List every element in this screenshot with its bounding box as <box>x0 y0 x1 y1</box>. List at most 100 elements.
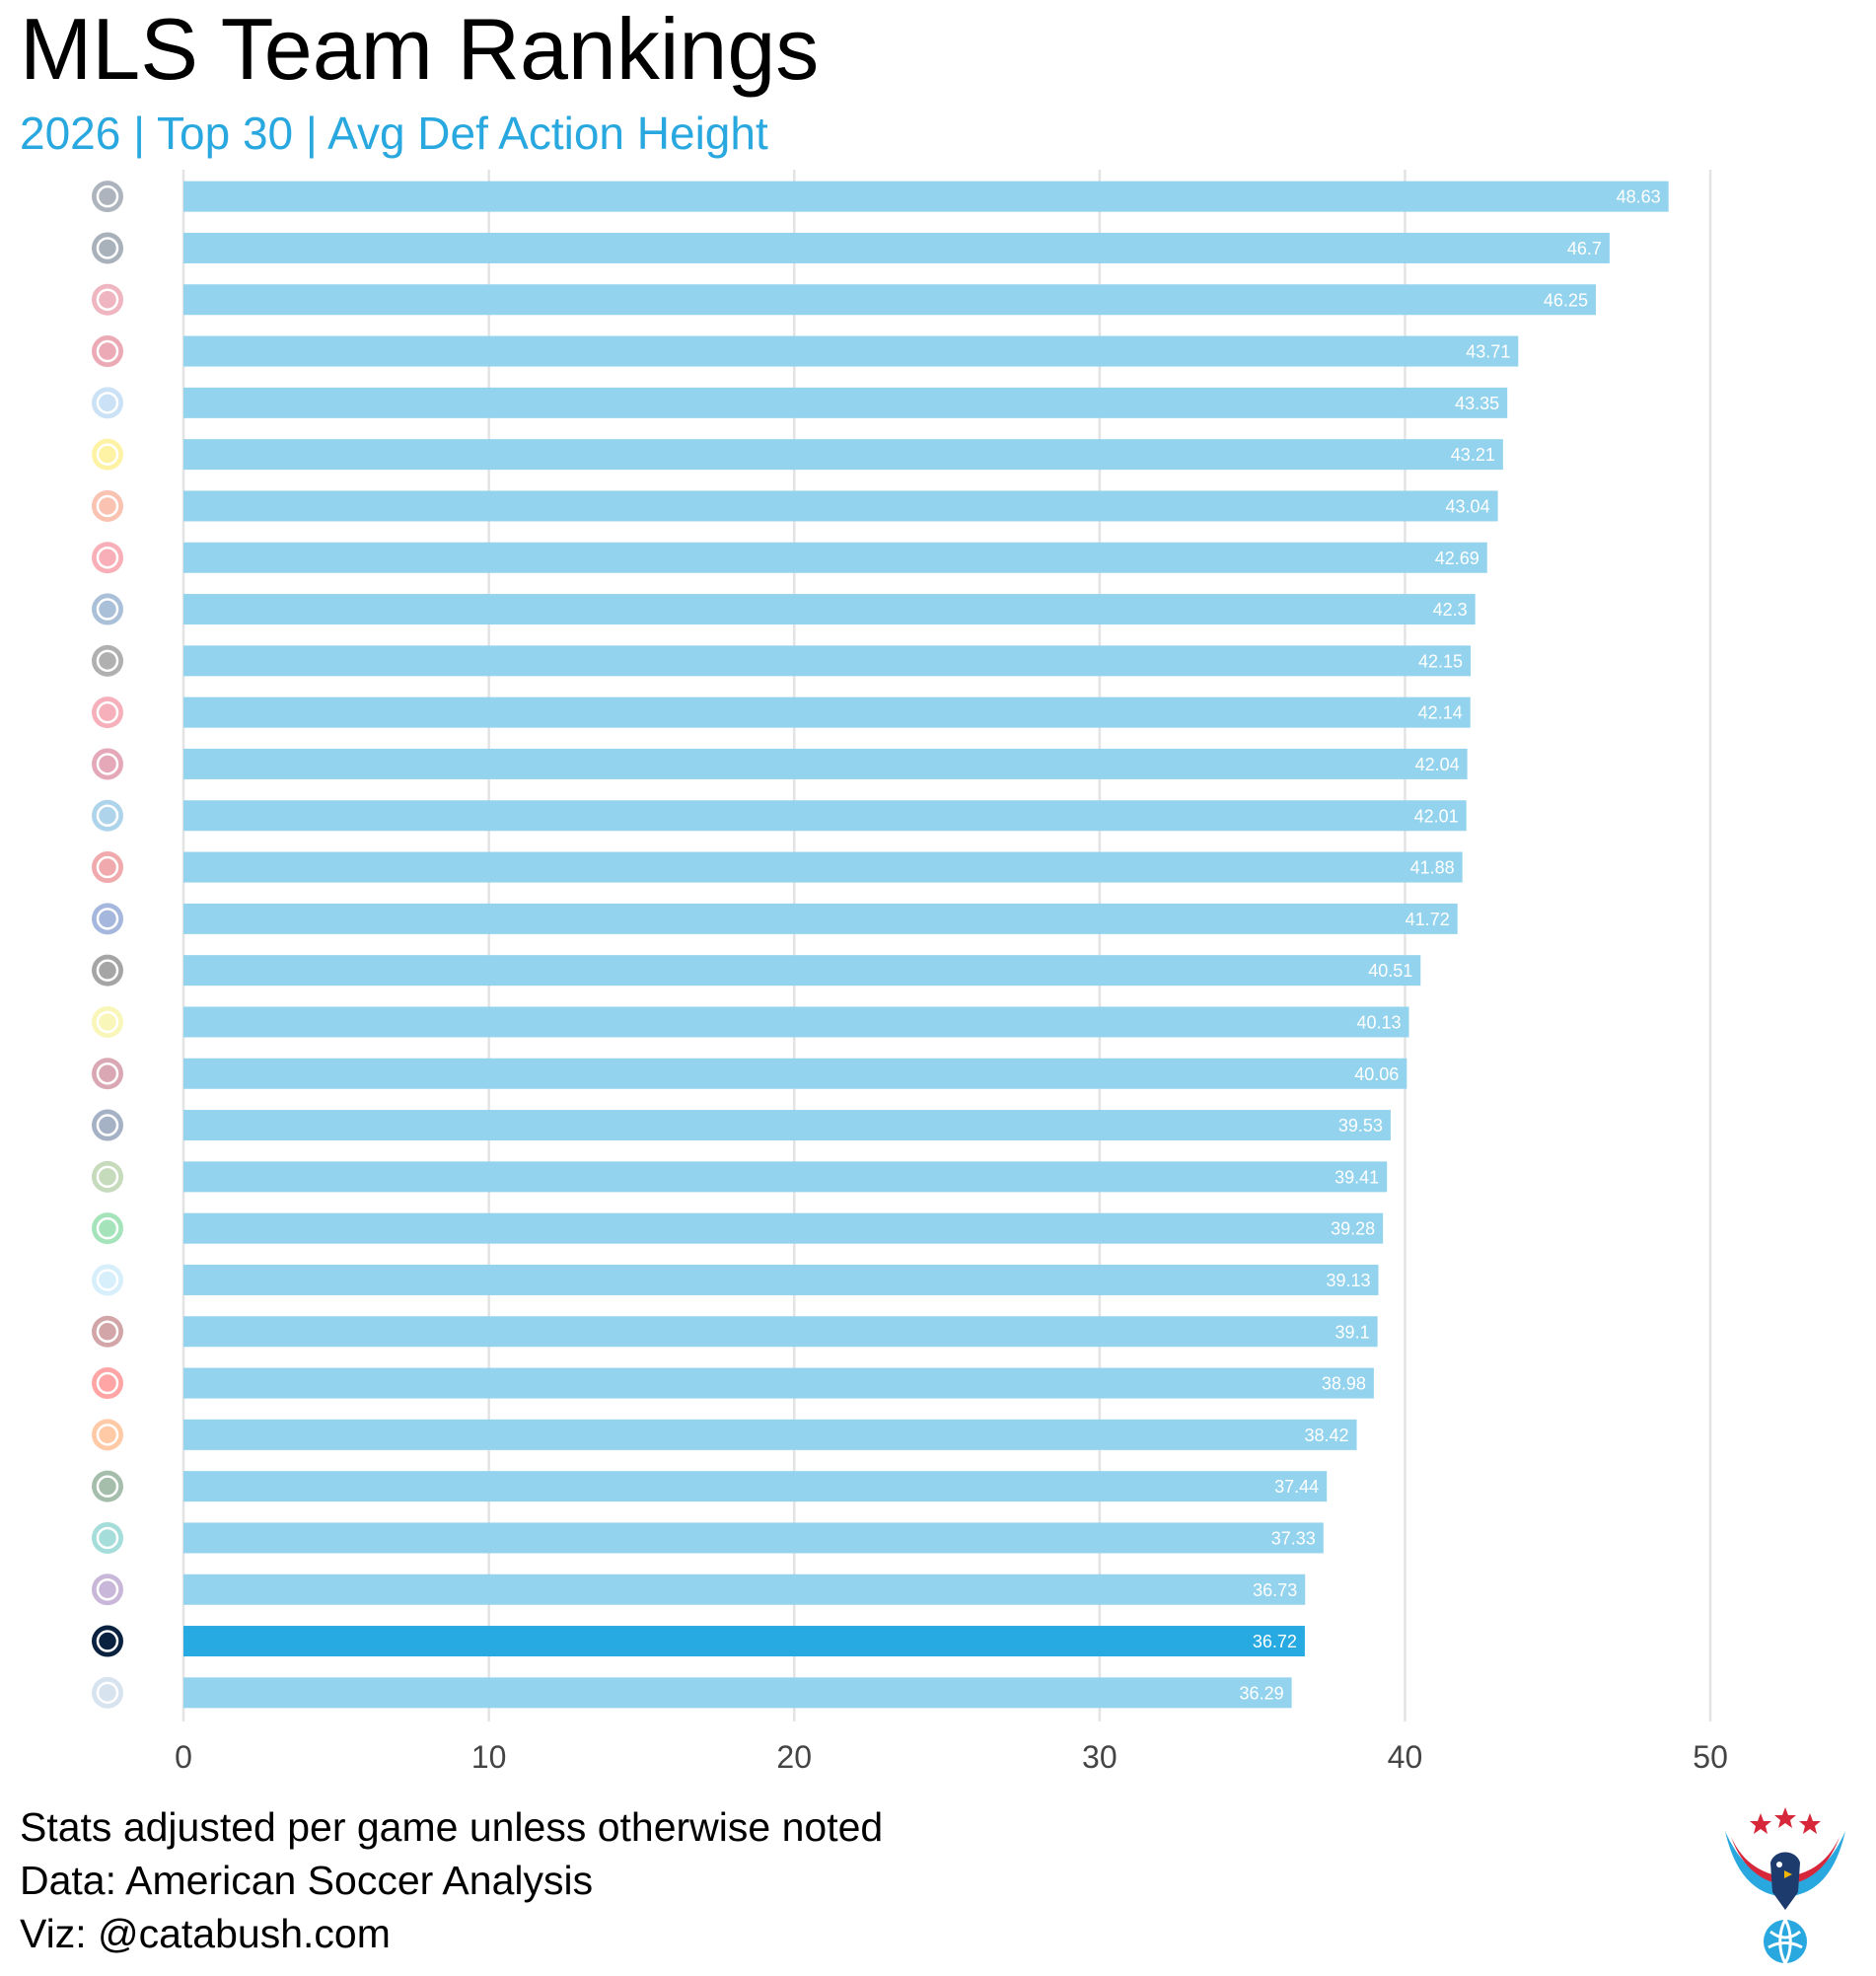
bar-value-label: 42.15 <box>1418 651 1463 671</box>
chicago-fire-logo <box>92 1367 123 1400</box>
ny-red-bulls-logo <box>92 542 123 574</box>
page-subtitle: 2026 | Top 30 | Avg Def Action Height <box>20 108 768 159</box>
bar-value-label: 48.63 <box>1617 187 1661 207</box>
portland-timbers-logo <box>92 1470 123 1502</box>
bar <box>183 1161 1388 1193</box>
bar <box>183 387 1508 418</box>
bar <box>183 490 1498 522</box>
logo-stars <box>1750 1807 1821 1834</box>
orlando-city-logo <box>92 1573 123 1606</box>
bar-value-label: 42.3 <box>1433 600 1468 620</box>
vancouver-whitecaps-logo <box>92 232 123 264</box>
austin-fc-logo <box>92 1212 123 1245</box>
columbus-crew-logo <box>92 438 123 471</box>
eagle-soccer-logo <box>1725 1807 1845 1964</box>
logo-soccer-ball-icon <box>1764 1919 1807 1964</box>
x-tick-label: 20 <box>776 1739 812 1775</box>
houston-dynamo-logo <box>92 1419 123 1451</box>
bar <box>183 645 1472 677</box>
bar <box>183 594 1476 625</box>
bar <box>183 1677 1292 1709</box>
bar <box>183 1110 1391 1141</box>
bar-value-label: 41.88 <box>1410 858 1455 878</box>
bar <box>183 284 1596 316</box>
bar <box>183 1573 1306 1605</box>
bar <box>183 800 1467 832</box>
bar <box>183 1264 1379 1295</box>
toronto-fc-logo <box>92 335 123 368</box>
bar <box>183 1212 1384 1244</box>
bar-value-label: 40.51 <box>1368 961 1412 981</box>
colorado-rapids-logo <box>92 1058 123 1090</box>
real-salt-lake-logo <box>92 748 123 780</box>
philadelphia-union-logo <box>92 181 123 213</box>
sporting-kc-logo <box>92 1676 123 1709</box>
nycfc-logo <box>92 387 123 419</box>
bar <box>183 1522 1324 1554</box>
bar <box>183 542 1487 573</box>
bar-value-label: 43.71 <box>1466 342 1510 362</box>
bar-value-label: 39.1 <box>1335 1322 1370 1342</box>
new-england-revolution-logo <box>92 1625 123 1657</box>
bar-value-label: 39.13 <box>1326 1271 1370 1290</box>
bar-value-label: 37.33 <box>1271 1528 1316 1548</box>
bar <box>183 335 1519 367</box>
bar-value-label: 38.42 <box>1304 1426 1348 1445</box>
bar-value-label: 39.41 <box>1335 1167 1379 1187</box>
bar-value-label: 41.72 <box>1406 910 1450 929</box>
bar-value-label: 39.28 <box>1331 1219 1375 1239</box>
bar <box>183 181 1669 212</box>
bar <box>183 1006 1409 1038</box>
bar-value-label: 42.69 <box>1435 549 1479 568</box>
bar-value-label: 43.35 <box>1455 394 1499 413</box>
bar <box>183 748 1468 779</box>
x-tick-label: 40 <box>1388 1739 1423 1775</box>
bar <box>183 439 1503 471</box>
fc-dallas-logo <box>92 696 123 729</box>
bar-chart: 0 10 20 30 40 50 48.63 46.7 46.25 43.71 43.35 43.21… <box>92 170 1728 1775</box>
x-tick-label: 0 <box>175 1739 192 1775</box>
cf-montreal-logo <box>92 903 123 935</box>
inter-miami-logo <box>92 644 123 677</box>
bar-value-label: 46.7 <box>1567 239 1602 258</box>
bar <box>183 1419 1357 1450</box>
bar-value-label: 40.13 <box>1356 1012 1401 1032</box>
caption-line-stats: Stats adjusted per game unless otherwise… <box>20 1804 884 1850</box>
bar-value-label: 36.29 <box>1240 1683 1284 1703</box>
bar-value-label: 37.44 <box>1274 1477 1319 1497</box>
st-louis-city-logo <box>92 283 123 316</box>
bar <box>183 955 1421 987</box>
bar-value-label: 43.04 <box>1446 496 1490 516</box>
la-galaxy-logo <box>92 1109 123 1141</box>
bar <box>183 232 1610 263</box>
bar-value-label: 42.01 <box>1414 806 1459 826</box>
page-title: MLS Team Rankings <box>20 0 820 98</box>
charlotte-fc-logo <box>92 799 123 832</box>
minnesota-united-logo <box>92 1264 123 1296</box>
caption-line-data-source: Data: American Soccer Analysis <box>20 1858 594 1903</box>
lafc-logo <box>92 954 123 987</box>
bar-value-label: 36.73 <box>1253 1580 1297 1600</box>
bar-value-label: 42.14 <box>1418 703 1463 723</box>
bar-value-label: 40.06 <box>1354 1064 1399 1084</box>
bar <box>183 1367 1374 1399</box>
atlanta-united-logo <box>92 1315 123 1348</box>
dc-united-logo <box>92 851 123 884</box>
footer-caption: Stats adjusted per game unless otherwise… <box>20 1800 883 1960</box>
bar <box>183 696 1471 728</box>
bar <box>183 1626 1305 1657</box>
bar-value-label: 38.98 <box>1322 1374 1366 1394</box>
nashville-sc-logo <box>92 1005 123 1038</box>
x-tick-label: 10 <box>471 1739 507 1775</box>
san-diego-fc-logo <box>92 1521 123 1554</box>
bar <box>183 903 1458 934</box>
fc-cincinnati-logo <box>92 489 123 522</box>
bar-value-label: 46.25 <box>1544 290 1588 310</box>
bar-value-label: 42.04 <box>1415 755 1460 774</box>
logo-eagle-body <box>1770 1852 1800 1910</box>
bar <box>183 1316 1378 1348</box>
bar <box>183 851 1463 883</box>
bar <box>183 1058 1407 1089</box>
bar-value-label: 36.72 <box>1253 1632 1297 1651</box>
x-tick-label: 30 <box>1082 1739 1118 1775</box>
